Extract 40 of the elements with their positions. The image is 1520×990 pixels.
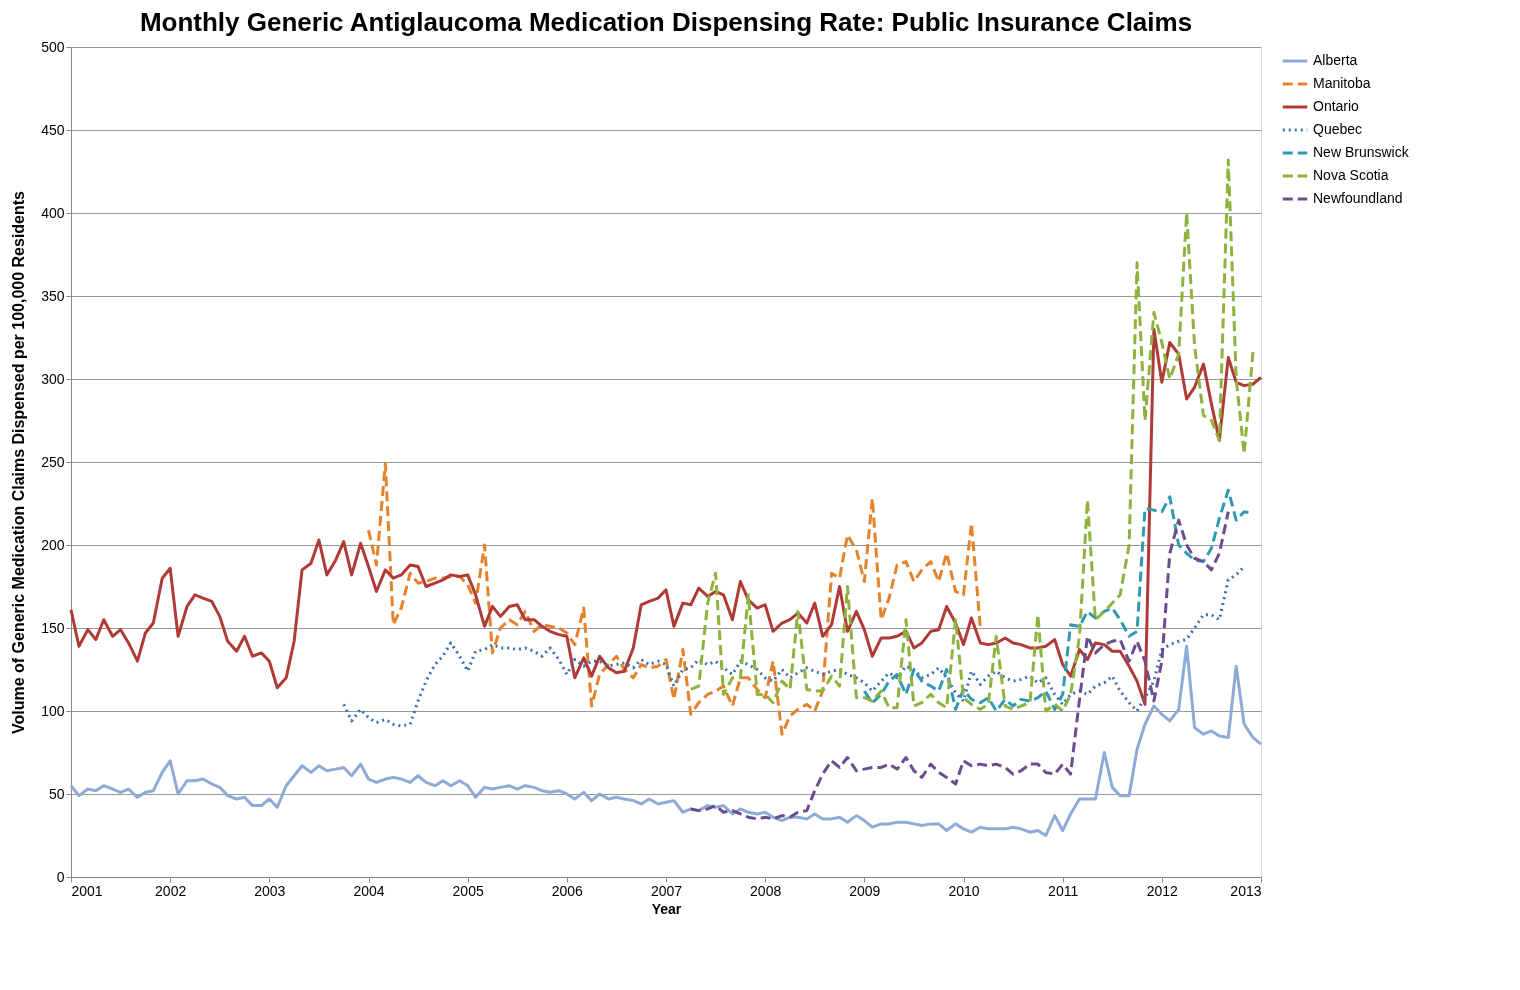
legend-label: Ontario: [1313, 98, 1360, 114]
x-tick-label: 2013: [1230, 882, 1262, 899]
y-tick-label: 300: [41, 370, 65, 387]
line-series: [689, 158, 1255, 713]
legend-label: Alberta: [1313, 52, 1358, 68]
line-series: [69, 644, 1263, 837]
y-axis-title: Volume of Generic Medication Claims Dispensed per 100,000 Residents: [10, 190, 28, 734]
x-tick-label: 2001: [71, 882, 103, 899]
line-series: [342, 565, 1246, 728]
legend-label: Quebec: [1313, 121, 1363, 137]
y-tick-label: 200: [41, 536, 65, 553]
x-tick-label: 2010: [948, 882, 980, 899]
legend-label: Nova Scotia: [1313, 167, 1389, 183]
y-tick-label: 50: [48, 785, 65, 802]
x-tick-label: 2008: [750, 882, 782, 899]
line-series: [69, 327, 1263, 706]
x-tick-label: 2007: [650, 882, 683, 899]
legend-label: New Brunswick: [1313, 144, 1410, 160]
x-tick-label: 2009: [849, 882, 881, 899]
y-tick-label: 400: [41, 204, 65, 221]
line-series: [689, 510, 1230, 821]
x-axis-title: Year: [651, 900, 682, 917]
y-tick-label: 150: [41, 619, 65, 636]
y-tick-label: 450: [41, 121, 65, 138]
y-tick-label: 250: [41, 453, 65, 470]
legend-label: Manitoba: [1313, 75, 1371, 91]
x-tick-label: 2002: [155, 882, 187, 899]
chart-title: Monthly Generic Antiglaucoma Medication Dispensing Rate: Public Insurance Claims: [139, 7, 1193, 37]
x-tick-label: 2003: [254, 882, 286, 899]
y-tick-label: 0: [56, 868, 65, 885]
x-tick-label: 2011: [1048, 882, 1079, 899]
y-tick-label: 500: [41, 38, 65, 55]
x-tick-label: 2012: [1146, 882, 1179, 899]
x-tick-label: 2004: [353, 882, 385, 899]
line-series: [367, 462, 982, 736]
x-tick-label: 2005: [452, 882, 484, 899]
legend-label: Newfoundland: [1313, 190, 1403, 206]
y-tick-label: 100: [41, 702, 65, 719]
y-tick-label: 350: [41, 287, 65, 304]
x-tick-label: 2006: [551, 882, 584, 899]
